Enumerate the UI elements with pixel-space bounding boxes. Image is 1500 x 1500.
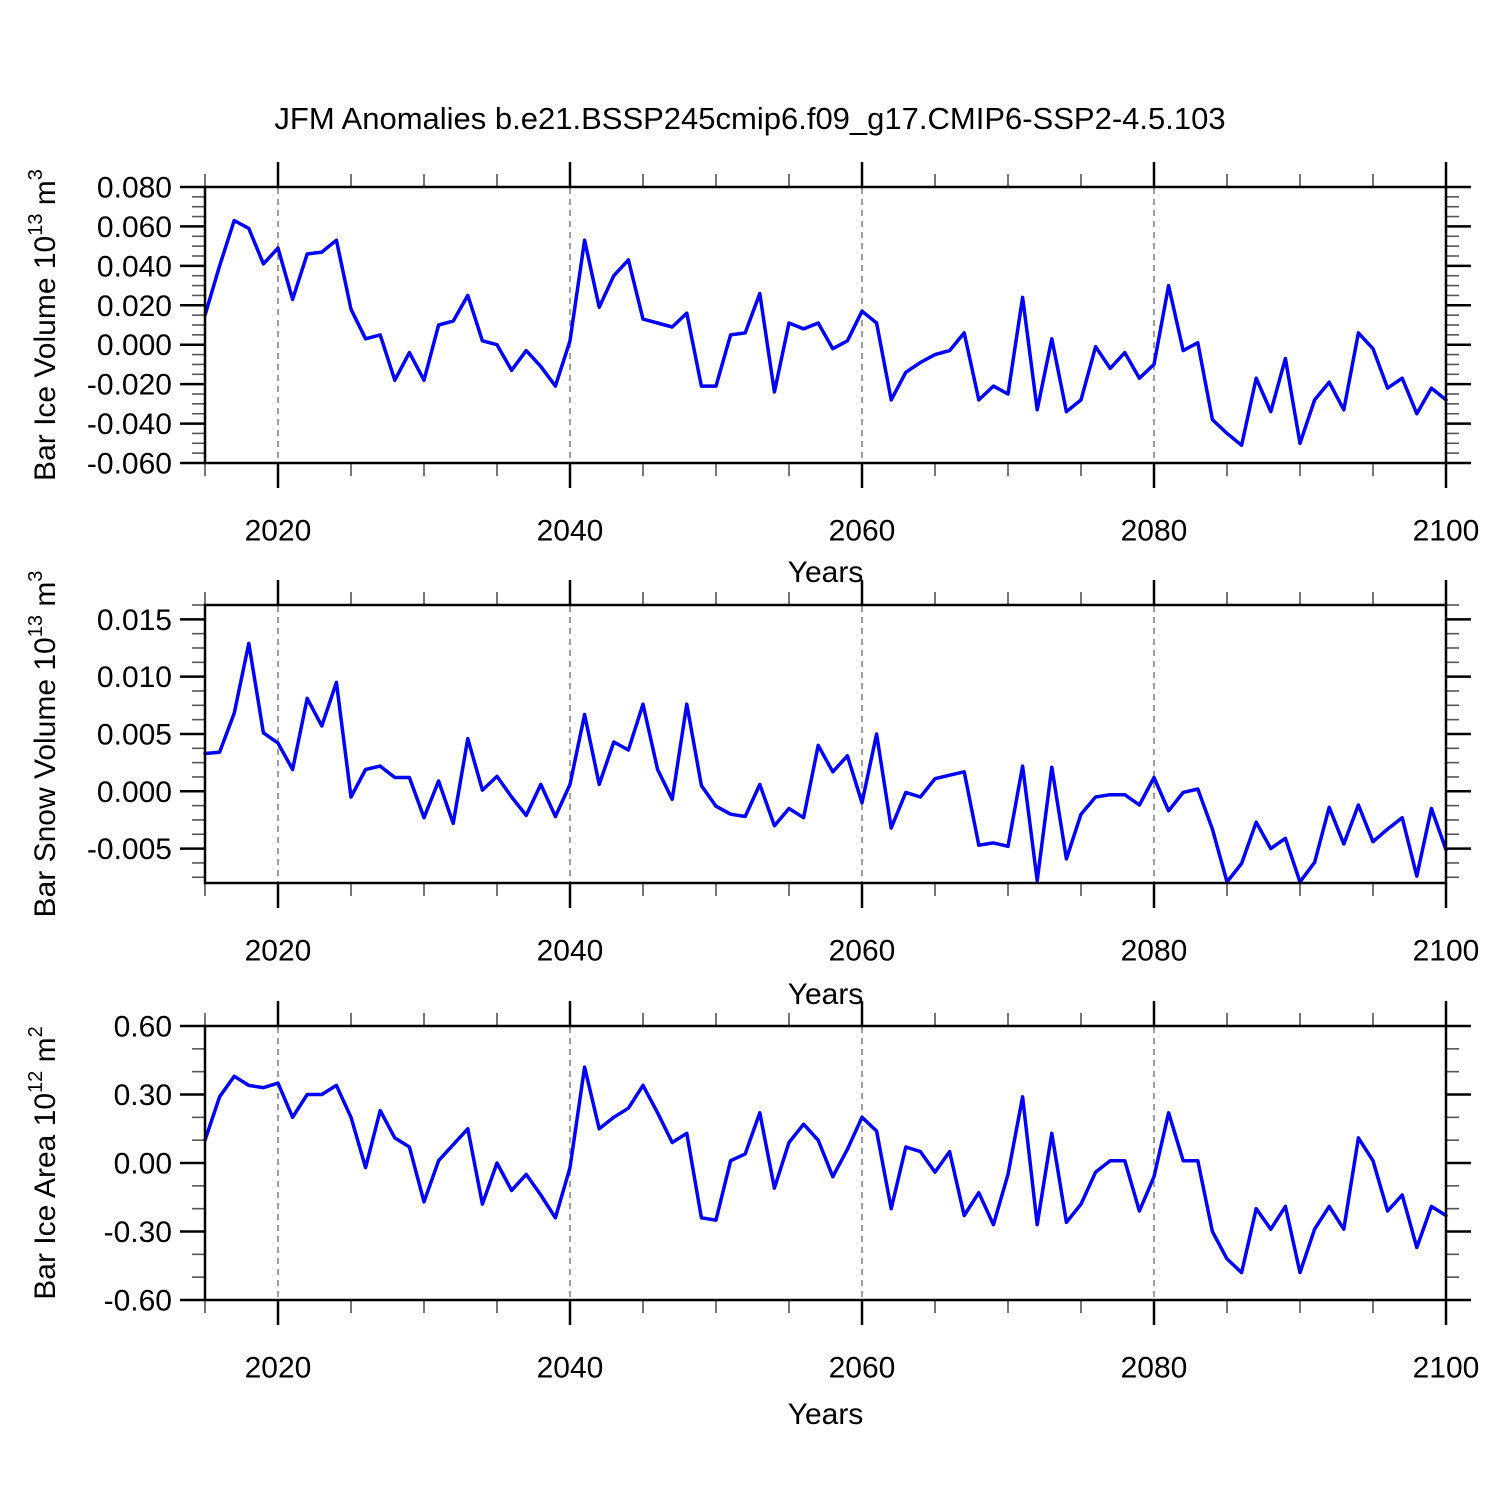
bar-ice-volume-plot-box (203, 185, 1448, 465)
y-tick-label: -0.040 (87, 408, 172, 441)
y-tick-label: 0.060 (97, 211, 172, 244)
y-axis-label-unit: m (29, 1037, 62, 1071)
y-tick-label: -0.005 (87, 833, 172, 866)
x-tick-label: 2100 (1413, 935, 1480, 968)
y-tick-label: -0.60 (104, 1285, 172, 1318)
x-tick-label: 2100 (1413, 515, 1480, 548)
y-tick-label: 0.080 (97, 172, 172, 205)
x-tick-label: 2080 (1121, 1352, 1188, 1385)
y-axis-label-exponent: 12 (25, 1070, 47, 1093)
y-tick-label: 0.30 (114, 1079, 172, 1112)
x-tick-label: 2060 (829, 1352, 896, 1385)
x-tick-label: 2040 (537, 935, 604, 968)
y-tick-label: -0.020 (87, 369, 172, 402)
y-tick-label: 0.020 (97, 290, 172, 323)
y-tick-label: 0.000 (97, 329, 172, 362)
x-tick-label: 2100 (1413, 1352, 1480, 1385)
y-tick-label: 0.00 (114, 1148, 172, 1181)
x-axis-label-panel3: Years (787, 1398, 864, 1431)
bar-ice-area-line (203, 1065, 1448, 1275)
y-tick-label: -0.060 (87, 448, 172, 481)
chart-title: JFM Anomalies b.e21.BSSP245cmip6.f09_g17… (274, 101, 1226, 136)
x-tick-label: 2040 (537, 1352, 604, 1385)
panel-bar-ice-area: 0.60 0.30 0.00 -0.30 -0.60 2020 2040 2060 2080 21… (104, 1001, 1480, 1385)
y-axis-label-unit-exponent: 2 (25, 1026, 47, 1038)
x-axis-label-panel1: Years (787, 556, 864, 589)
y-axis-label-ice-area: Bar Ice Area 1012 m2 (17, 883, 62, 1443)
y-tick-label: 0.015 (97, 604, 172, 637)
x-tick-label: 2040 (537, 515, 604, 548)
x-tick-label: 2060 (829, 935, 896, 968)
y-axis-label-unit-exponent: 3 (25, 570, 47, 582)
y-tick-label: 0.005 (97, 718, 172, 751)
y-axis-label-unit: m (29, 581, 62, 616)
x-tick-label: 2020 (245, 935, 312, 968)
x-tick-label: 2020 (245, 515, 312, 548)
x-tick-label: 2020 (245, 1352, 312, 1385)
y-axis-label-text: Bar Ice Area 10 (29, 1092, 62, 1300)
y-axis-label-unit: m (29, 180, 62, 214)
y-axis-label-text: Bar Snow Volume 10 (29, 637, 62, 918)
y-axis-label-exponent: 13 (25, 213, 47, 236)
x-tick-label: 2060 (829, 515, 896, 548)
x-tick-label: 2080 (1121, 935, 1188, 968)
y-tick-label: 0.010 (97, 661, 172, 694)
y-tick-label: 0.040 (97, 250, 172, 283)
y-tick-label: 0.000 (97, 776, 172, 809)
x-tick-label: 2080 (1121, 515, 1188, 548)
panel-bar-ice-volume: 0.080 0.060 0.040 0.020 0.000 -0.020 -0.040 -0.… (87, 162, 1479, 548)
bar-ice-area-plot-box (203, 1024, 1448, 1302)
y-axis-label-exponent: 13 (25, 615, 47, 638)
panel-bar-snow-volume: 0.015 0.010 0.005 0.000 -0.005 2020 2040 2060 20… (87, 580, 1479, 968)
bar-snow-volume-line (203, 641, 1448, 884)
y-tick-label: 0.60 (114, 1011, 172, 1044)
y-axis-label-text: Bar Ice Volume 10 (29, 235, 62, 481)
x-axis-label-panel2: Years (787, 978, 864, 1011)
bar-snow-volume-plot-box (203, 603, 1448, 885)
y-axis-label-unit-exponent: 3 (25, 169, 47, 181)
y-tick-label: -0.30 (104, 1216, 172, 1249)
bar-ice-volume-line (203, 218, 1448, 448)
